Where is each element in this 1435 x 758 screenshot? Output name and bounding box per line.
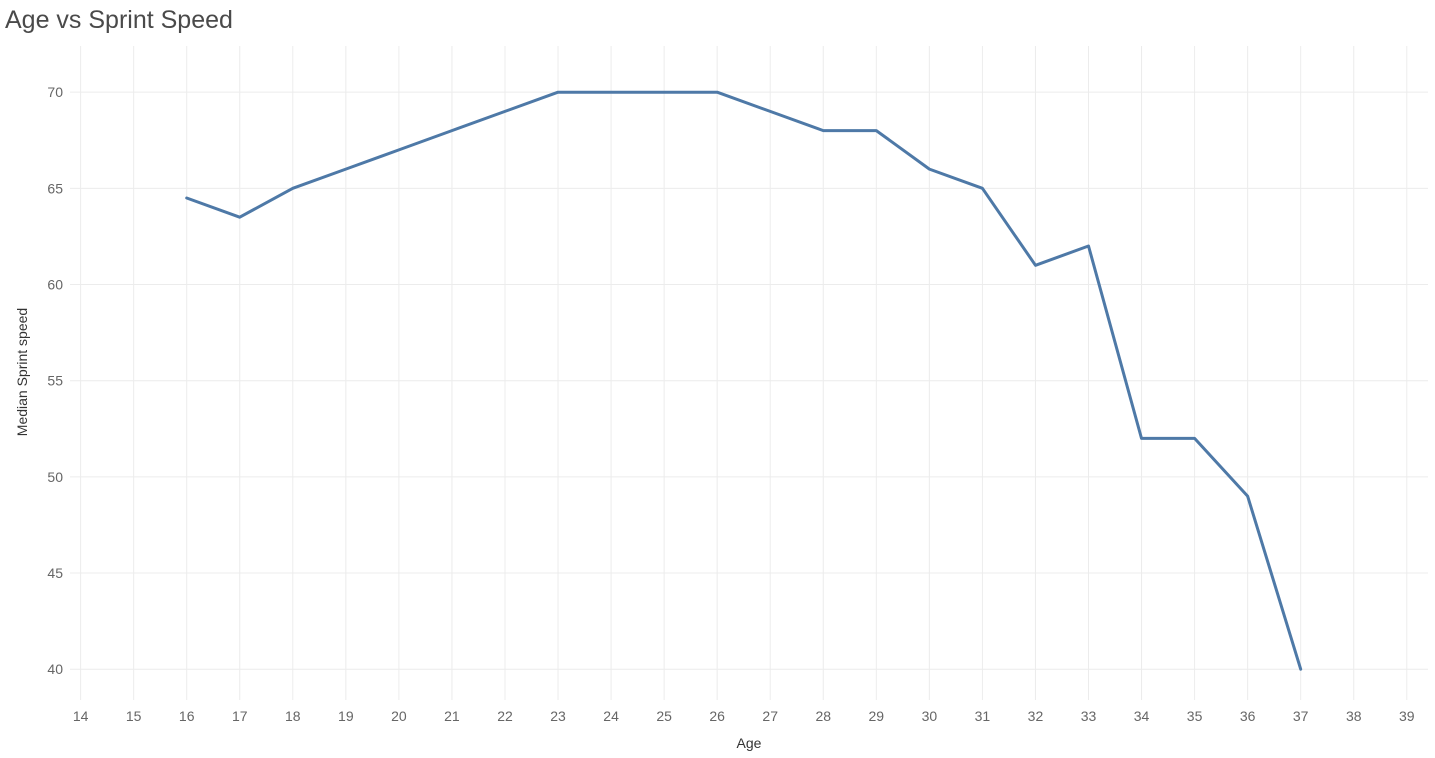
x-tick-label: 30 [922, 708, 938, 724]
series-lines [185, 90, 1303, 671]
x-tick-label: 27 [762, 708, 778, 724]
y-tick-label: 70 [47, 84, 63, 100]
x-axis-label: Age [736, 735, 762, 751]
series-line [185, 90, 1303, 671]
x-tick-label: 26 [709, 708, 725, 724]
x-tick-label: 16 [179, 708, 195, 724]
x-tick-label: 18 [285, 708, 301, 724]
y-tick-label: 55 [47, 373, 63, 389]
x-tick-label: 36 [1240, 708, 1256, 724]
x-tick-label: 22 [497, 708, 513, 724]
x-tick-label: 39 [1399, 708, 1415, 724]
grid-lines [70, 46, 1428, 700]
y-tick-label: 65 [47, 180, 63, 196]
x-tick-label: 28 [815, 708, 831, 724]
x-tick-label: 15 [126, 708, 142, 724]
x-tick-label: 20 [391, 708, 407, 724]
y-tick-label: 60 [47, 277, 63, 293]
chart-title: Age vs Sprint Speed [5, 6, 233, 34]
x-tick-label: 17 [232, 708, 248, 724]
x-tick-label: 38 [1346, 708, 1362, 724]
x-tick-label: 24 [603, 708, 619, 724]
x-tick-label: 21 [444, 708, 460, 724]
x-tick-label: 34 [1134, 708, 1150, 724]
x-tick-label: 19 [338, 708, 354, 724]
x-tick-label: 25 [656, 708, 672, 724]
x-tick-label: 32 [1028, 708, 1044, 724]
x-tick-label: 35 [1187, 708, 1203, 724]
x-tick-label: 14 [73, 708, 89, 724]
y-tick-label: 40 [47, 661, 63, 677]
x-tick-label: 23 [550, 708, 566, 724]
y-tick-label: 50 [47, 469, 63, 485]
y-tick-label: 45 [47, 565, 63, 581]
tick-labels: 14 15 16 17 18 19 20 21 22 23 24 25 26 27 28 29 30 31 32 33… [47, 84, 1414, 724]
x-tick-label: 37 [1293, 708, 1309, 724]
x-tick-label: 33 [1081, 708, 1097, 724]
x-tick-label: 31 [975, 708, 991, 724]
x-tick-label: 29 [869, 708, 885, 724]
